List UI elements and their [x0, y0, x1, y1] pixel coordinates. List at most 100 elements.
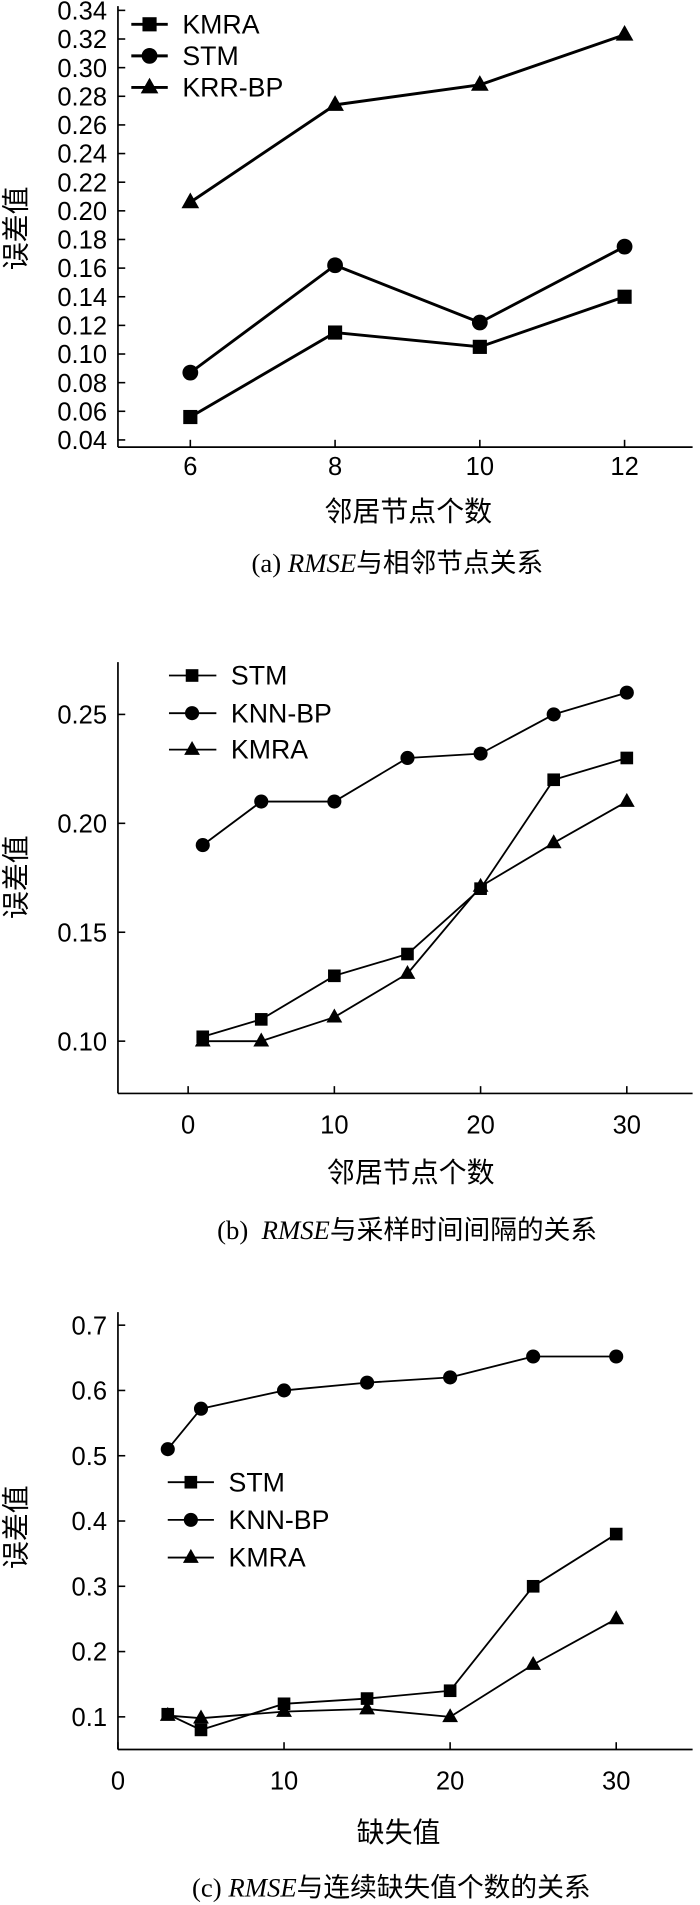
- y-tick-label: 0.4: [72, 1508, 107, 1536]
- series-knn-bp: [160, 1349, 624, 1457]
- knn-bp-point: [609, 1349, 624, 1364]
- knn-bp-point: [526, 1349, 541, 1364]
- x-tick-label: 10: [270, 1768, 298, 1796]
- legend-label: KRR-BP: [182, 73, 283, 103]
- y-tick-label: 0.5: [72, 1443, 107, 1471]
- knn-bp-point: [546, 707, 561, 722]
- chart-rmse-vs-neighbors: 0.040.060.080.100.120.140.160.180.200.22…: [1, 0, 693, 578]
- x-tick-label: 30: [613, 1112, 641, 1140]
- legend-item: STM: [167, 1467, 285, 1497]
- x-tick-label: 6: [183, 453, 197, 481]
- caption-metric: RMSE: [227, 1872, 296, 1902]
- x-axis-title: 邻居节点个数: [327, 1157, 495, 1189]
- knn-bp-point: [193, 1401, 209, 1416]
- stm-point: [327, 257, 343, 274]
- y-tick-label: 0.30: [57, 55, 107, 83]
- x-tick-label: 10: [466, 453, 494, 481]
- x-tick-label: 0: [181, 1112, 195, 1140]
- caption-text: 与连续缺失值个数的关系: [297, 1872, 591, 1902]
- kmra-line: [189, 295, 626, 419]
- series-kmra: [194, 792, 635, 1047]
- y-axis-title: 误差值: [1, 186, 33, 270]
- y-tick-label: 0.32: [57, 26, 107, 54]
- kmra-point: [159, 1706, 176, 1721]
- stm-point: [328, 969, 341, 983]
- knn-bp-point: [195, 838, 210, 853]
- legend-triangle-marker: [184, 740, 200, 755]
- x-tick-label: 20: [436, 1768, 464, 1796]
- krr-bp-point: [470, 75, 489, 91]
- legend: STM KNN-BP KMRA: [168, 661, 332, 765]
- kmra-point: [327, 325, 343, 340]
- legend-label: STM: [182, 41, 238, 71]
- y-axis-title: 误差值: [1, 835, 33, 919]
- figure-caption: (a) RMSE与相邻节点关系: [252, 548, 544, 578]
- x-tick-label: 10: [320, 1112, 348, 1140]
- legend-item: STM: [131, 41, 239, 71]
- legend-item: KMRA: [167, 1543, 306, 1573]
- knn-bp-point: [400, 750, 415, 766]
- stm-point: [526, 1579, 540, 1593]
- stm-point: [254, 1013, 268, 1026]
- caption-metric: RMSE: [261, 1215, 330, 1245]
- legend-label: KMRA: [182, 9, 259, 39]
- y-tick-label: 0.6: [72, 1378, 107, 1406]
- kmra-point: [276, 1702, 292, 1717]
- kmra-point: [193, 1709, 209, 1724]
- kmra-point: [525, 1655, 542, 1670]
- legend-item: KRR-BP: [131, 73, 283, 103]
- knn-bp-point: [473, 746, 488, 761]
- y-tick-label: 0.04: [57, 427, 107, 455]
- legend-label: KMRA: [229, 1543, 306, 1573]
- legend-label: KMRA: [231, 735, 308, 765]
- knn-bp-point: [443, 1370, 458, 1385]
- series-kmra: [159, 1610, 625, 1724]
- y-axis-title: 误差值: [1, 1485, 33, 1569]
- legend-item: KNN-BP: [167, 1505, 329, 1535]
- y-tick-label: 0.26: [57, 112, 107, 140]
- legend-square-marker: [142, 17, 157, 32]
- legend-item: KNN-BP: [168, 698, 332, 728]
- kmra-point: [617, 289, 632, 304]
- kmra-point: [618, 792, 635, 807]
- y-tick-label: 0.10: [57, 1028, 107, 1056]
- legend-circle-marker: [141, 47, 158, 64]
- stm-point: [182, 364, 199, 381]
- kmra-point: [183, 409, 198, 425]
- y-tick-label: 0.24: [57, 141, 107, 169]
- y-tick-label: 0.06: [57, 398, 107, 426]
- y-tick-label: 0.3: [72, 1573, 107, 1601]
- kmra-point: [326, 1008, 343, 1023]
- y-tick-label: 0.20: [57, 810, 107, 838]
- stm-point: [471, 314, 488, 331]
- y-tick-label: 0.14: [57, 284, 107, 312]
- y-tick-label: 0.10: [57, 341, 107, 369]
- x-tick-label: 20: [466, 1112, 494, 1140]
- caption-metric: RMSE: [287, 548, 356, 578]
- knn-bp-point: [360, 1375, 375, 1390]
- figure-caption: (b) RMSE与采样时间间隔的关系: [217, 1215, 597, 1245]
- y-tick-label: 0.22: [57, 169, 107, 197]
- stm-point: [616, 238, 633, 255]
- stm-point: [609, 1527, 623, 1541]
- legend-label: KNN-BP: [231, 698, 332, 728]
- caption-label: (a): [252, 548, 288, 578]
- legend-square-marker: [185, 669, 199, 682]
- caption-text: 与相邻节点关系: [356, 548, 543, 578]
- stm-point: [360, 1692, 374, 1705]
- y-tick-label: 0.2: [72, 1639, 107, 1667]
- y-tick-label: 0.7: [72, 1312, 107, 1340]
- y-tick-label: 0.16: [57, 255, 107, 283]
- caption-text: 与采样时间间隔的关系: [330, 1215, 597, 1245]
- legend-item: KMRA: [168, 735, 308, 765]
- stm-line: [189, 245, 626, 374]
- legend-square-marker: [184, 1475, 198, 1489]
- chart-rmse-vs-consecutive-missing: 0.1 0.2 0.3 0.4 0.5 0.6 0.7 0 10 20 30 STM KNN-BP KMR…: [1, 1312, 693, 1902]
- y-tick-label: 0.1: [72, 1704, 107, 1732]
- stm-point: [547, 773, 561, 787]
- y-tick-label: 0.25: [57, 702, 107, 730]
- legend-triangle-marker: [182, 1548, 199, 1563]
- kmra-point: [442, 1708, 459, 1723]
